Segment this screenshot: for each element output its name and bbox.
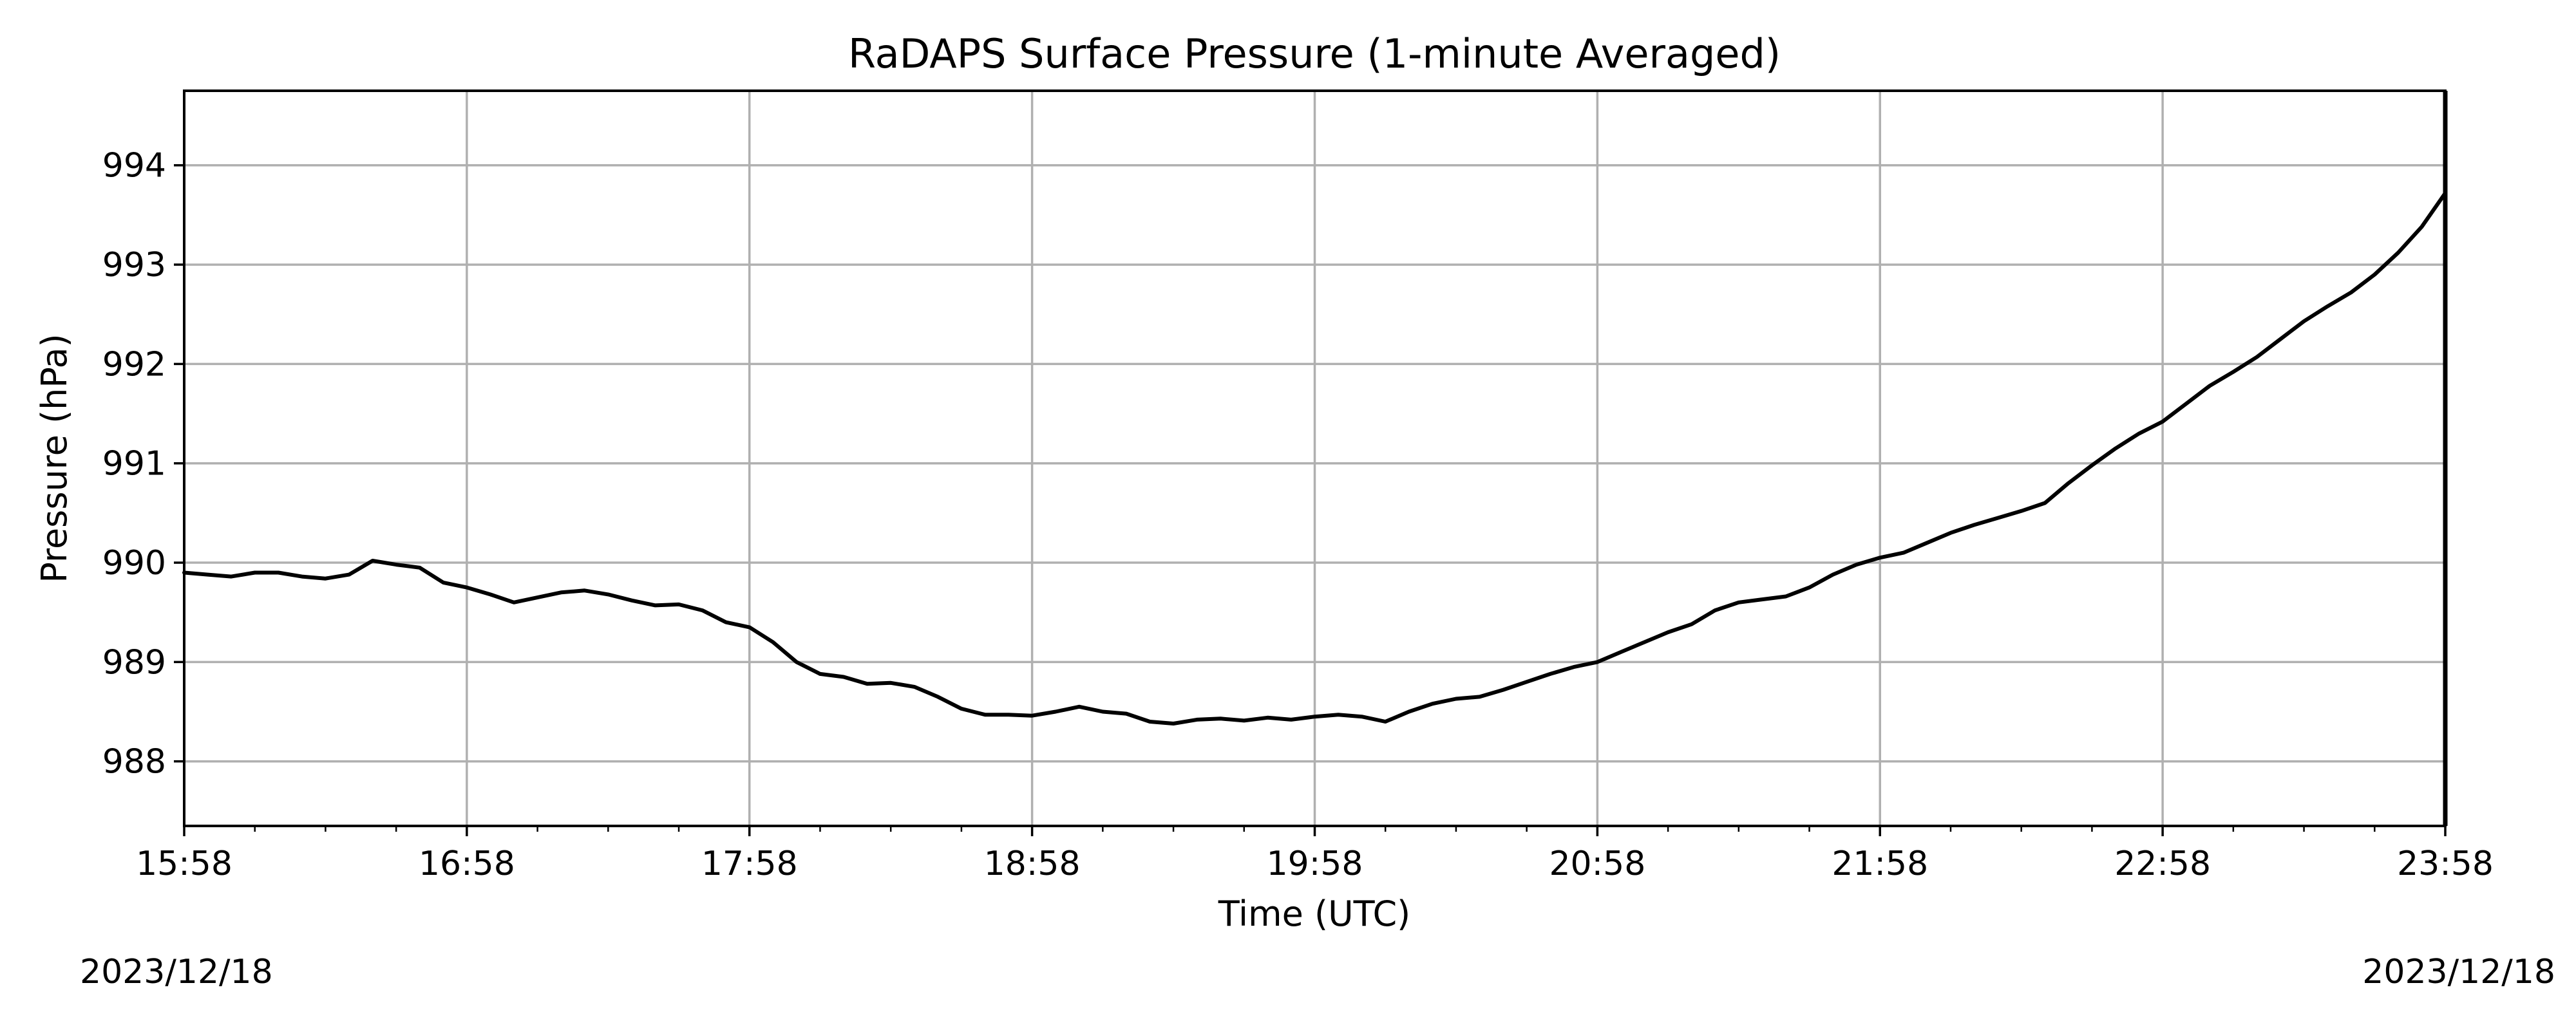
x-tick-label: 17:58	[701, 845, 798, 883]
x-tick-label: 21:58	[1832, 845, 1928, 883]
pressure-series-line	[182, 191, 2447, 726]
date-right: 2023/12/18	[2362, 953, 2555, 991]
x-tick-label: 19:58	[1267, 845, 1363, 883]
y-tick-label: 994	[102, 147, 166, 185]
y-tick-label: 992	[102, 345, 166, 384]
x-tick-label: 16:58	[419, 845, 515, 883]
x-tick-label: 20:58	[1549, 845, 1645, 883]
y-axis-ticks: 988 989 990 991 992 993 994	[102, 147, 184, 782]
date-left: 2023/12/18	[80, 953, 273, 991]
grid-lines	[183, 91, 2447, 826]
y-tick-label: 990	[102, 544, 166, 583]
y-tick-label: 993	[102, 246, 166, 285]
x-axis-label: Time (UTC)	[1218, 894, 1411, 934]
y-tick-label: 991	[102, 445, 166, 483]
x-tick-label: 23:58	[2397, 845, 2494, 883]
x-tick-label: 18:58	[984, 845, 1081, 883]
y-axis-label: Pressure (hPa)	[34, 333, 75, 583]
x-tick-label: 15:58	[136, 845, 232, 883]
x-tick-label: 22:58	[2114, 845, 2211, 883]
y-tick-label: 988	[102, 743, 166, 782]
chart-title: RaDAPS Surface Pressure (1-minute Averag…	[848, 30, 1781, 77]
x-axis-ticks: 15:58 16:58 17:58 18:58 19:58 20:58 21:58 22:58…	[136, 826, 2494, 883]
y-tick-label: 989	[102, 643, 166, 682]
